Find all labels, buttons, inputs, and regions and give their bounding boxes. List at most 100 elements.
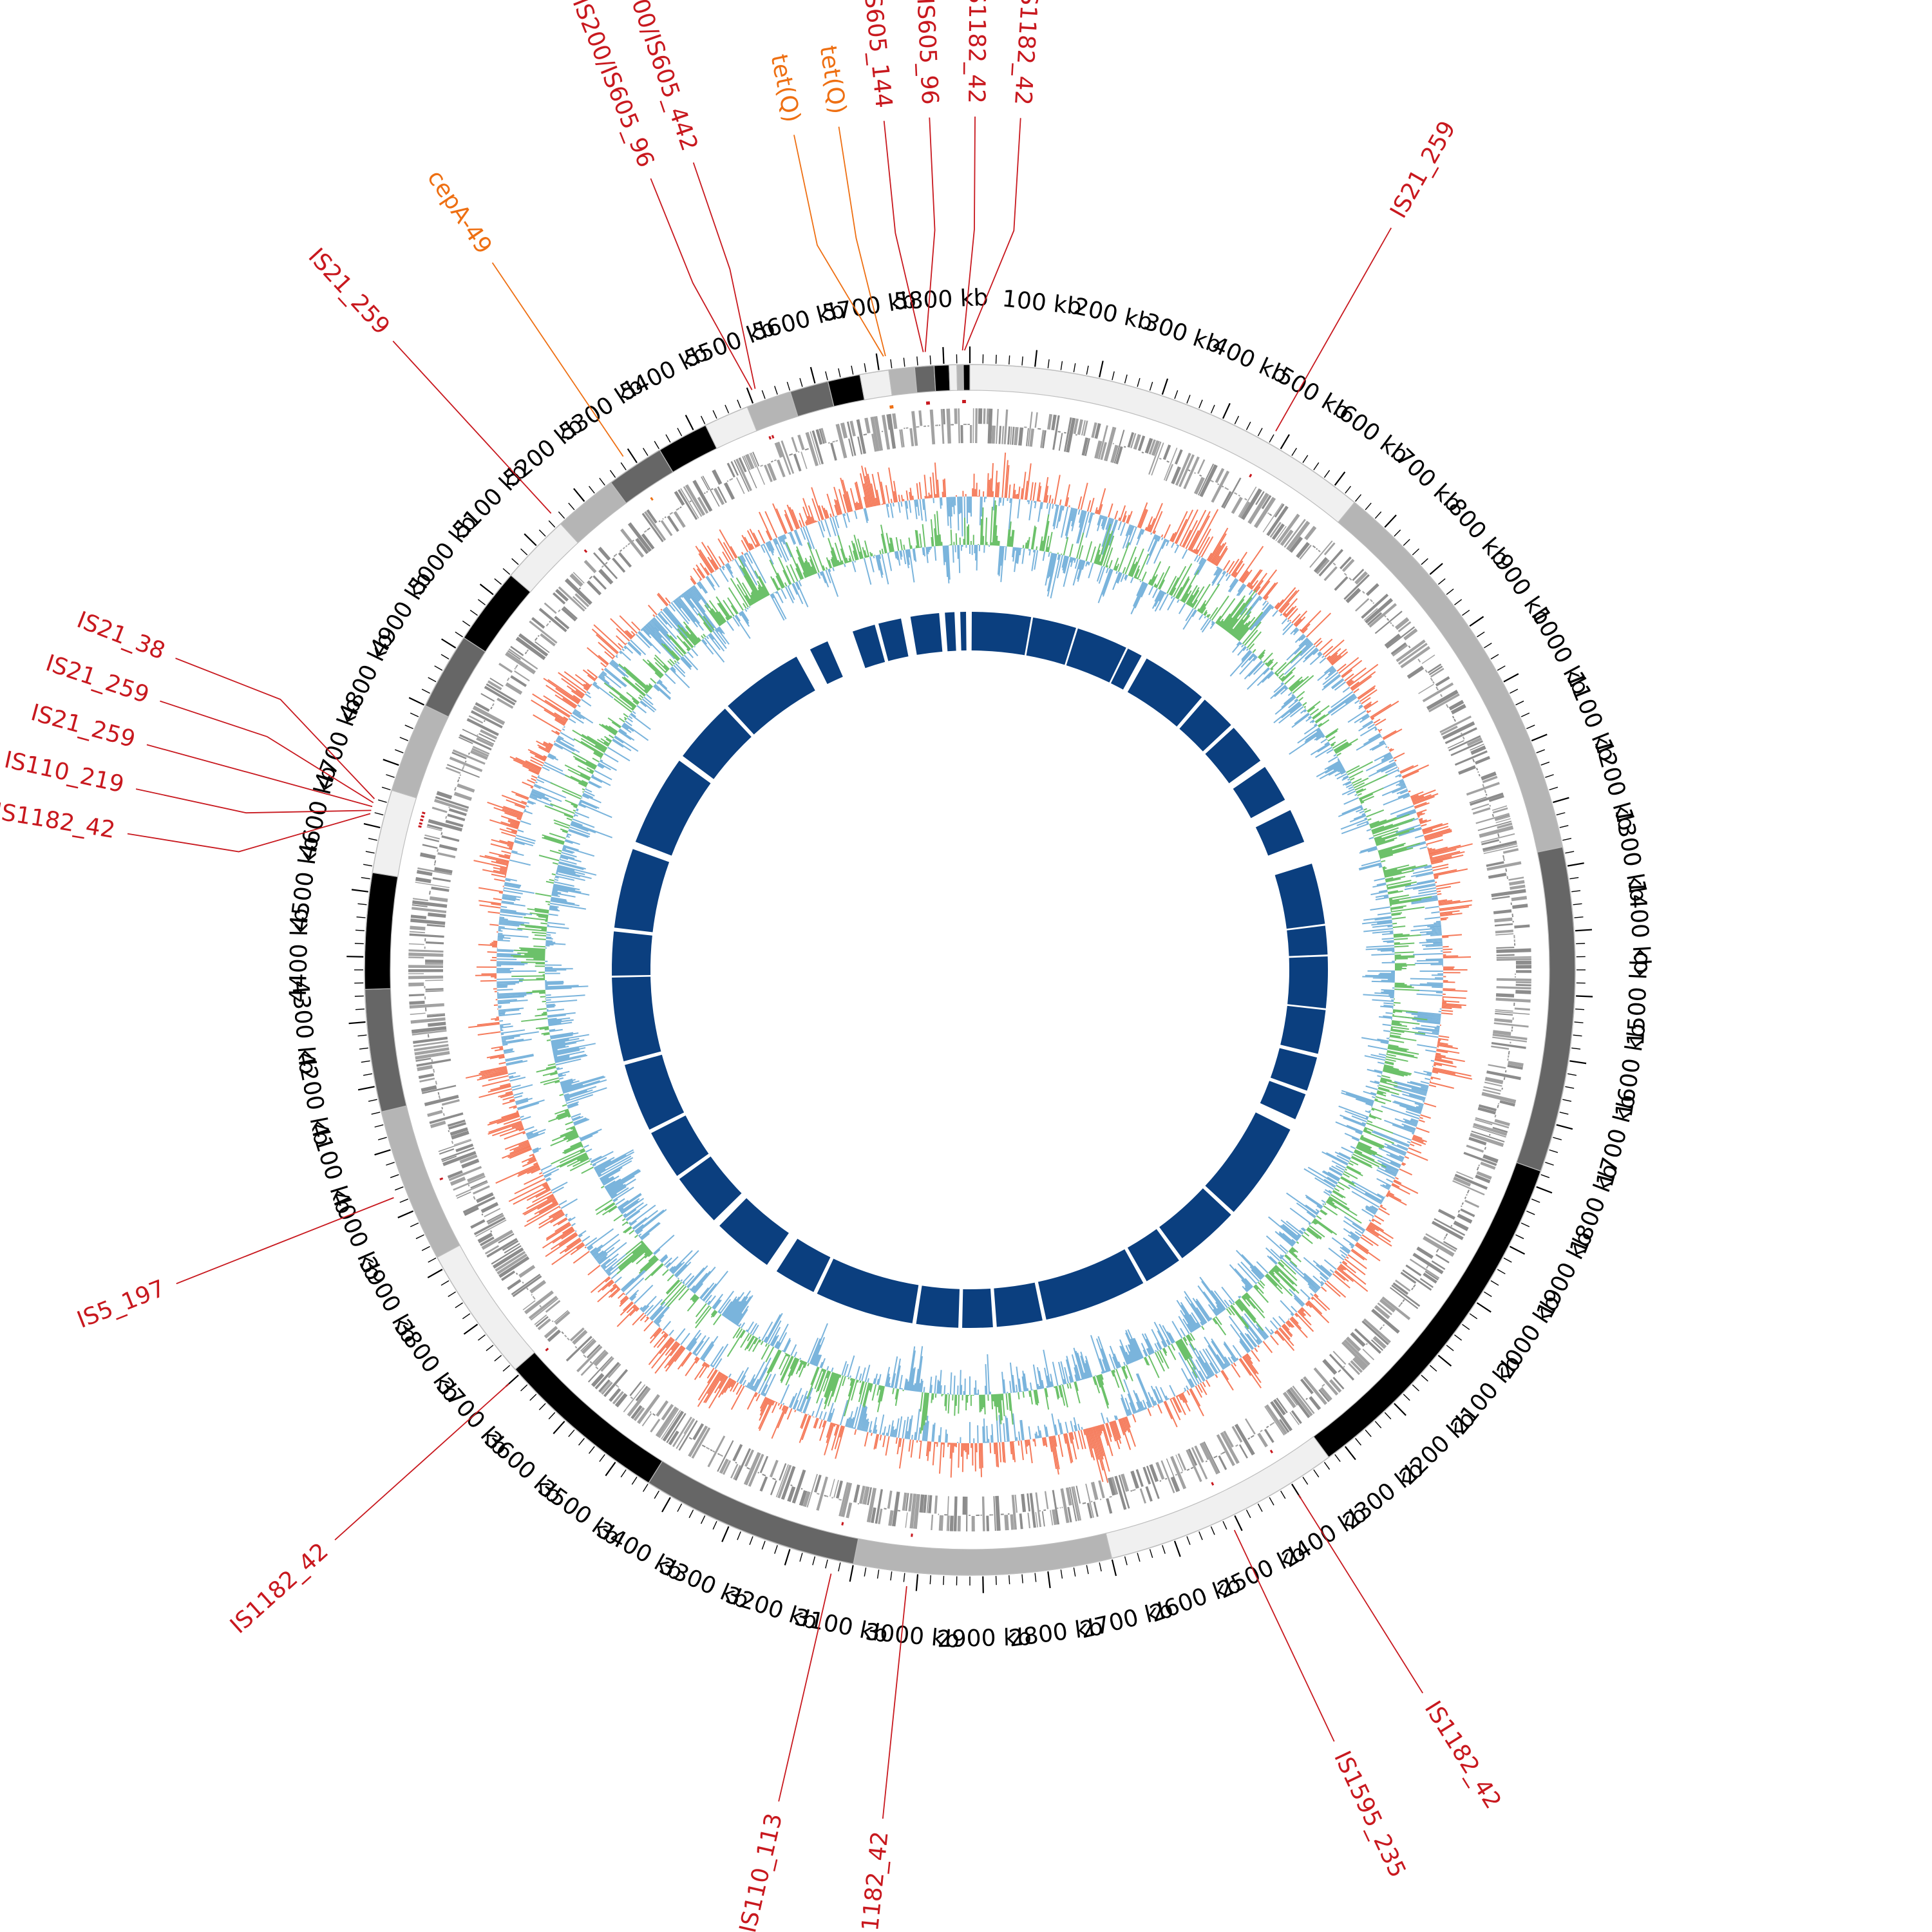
minor-tick — [1269, 434, 1274, 443]
major-tick — [721, 1526, 730, 1542]
annotation-leader — [1275, 227, 1392, 431]
annotation-leader — [778, 1573, 832, 1802]
backbone-band-ring — [364, 364, 1576, 1576]
minor-tick — [371, 1112, 381, 1115]
minor-tick — [712, 410, 717, 419]
major-tick — [627, 448, 638, 464]
minor-tick — [440, 1280, 450, 1286]
synteny-block-10 — [1287, 925, 1328, 956]
backbone-band-1 — [1338, 502, 1564, 853]
backbone-band-24 — [859, 369, 893, 401]
minor-tick — [374, 812, 384, 816]
minor-tick — [386, 774, 395, 778]
minor-tick — [1562, 838, 1572, 841]
minor-tick — [1210, 1526, 1215, 1535]
minor-tick — [1245, 421, 1251, 430]
annotation-leader — [793, 135, 884, 357]
major-tick — [351, 889, 368, 893]
minor-tick — [1086, 1565, 1089, 1575]
minor-tick — [455, 631, 463, 638]
minor-tick — [890, 1571, 893, 1581]
minor-tick — [394, 749, 404, 753]
minor-tick — [864, 363, 867, 373]
gene-blocks-reverse — [408, 408, 1531, 1531]
minor-tick — [1394, 529, 1401, 537]
minor-tick — [588, 486, 595, 494]
minor-tick — [737, 1531, 741, 1540]
backbone-band-18 — [610, 449, 674, 504]
major-tick — [383, 759, 399, 766]
minor-tick — [1462, 609, 1470, 616]
major-tick — [1222, 402, 1231, 419]
minor-tick — [903, 357, 905, 367]
minor-tick — [700, 415, 706, 424]
minor-tick — [357, 903, 367, 905]
annotation-leader — [175, 658, 375, 800]
synteny-block-12 — [1280, 1005, 1326, 1054]
minor-tick — [1526, 1210, 1535, 1215]
annotation-leader — [924, 117, 936, 352]
gc-skew-positive — [511, 500, 1432, 1434]
minor-tick — [1174, 390, 1179, 399]
synteny-block-18 — [1037, 1249, 1144, 1320]
minor-tick — [1374, 1421, 1382, 1428]
minor-tick — [1313, 1469, 1320, 1478]
annotation-marker — [1211, 1482, 1215, 1486]
tick-label-100: 100 kb — [1001, 285, 1083, 320]
synteny-block-ring — [611, 612, 1329, 1328]
minor-tick — [1553, 1137, 1562, 1141]
minor-tick — [1323, 469, 1331, 478]
minor-tick — [654, 1490, 659, 1499]
synteny-block-33 — [728, 656, 815, 735]
minor-tick — [578, 1437, 585, 1446]
annotation-marker — [583, 549, 588, 553]
major-tick — [1437, 1354, 1452, 1367]
annotation-label: IS21_259 — [1385, 117, 1461, 223]
minor-tick — [356, 916, 366, 918]
minor-tick — [374, 1124, 384, 1128]
minor-tick — [654, 440, 659, 450]
minor-tick — [502, 568, 511, 575]
backbone-band-30 — [963, 364, 971, 391]
major-tick — [784, 1549, 791, 1566]
synteny-block-2 — [1066, 628, 1126, 683]
minor-tick — [354, 995, 364, 997]
minor-tick — [568, 502, 575, 511]
minor-tick — [361, 876, 370, 880]
backbone-band-29 — [956, 364, 964, 391]
annotation-label: IS1182_42 — [855, 1830, 894, 1932]
synteny-block-27 — [624, 1054, 685, 1130]
major-tick — [440, 638, 457, 649]
annotation-marker — [911, 1533, 913, 1537]
minor-tick — [1280, 1490, 1286, 1499]
minor-tick — [415, 1234, 424, 1240]
minor-tick — [737, 399, 741, 409]
minor-tick — [368, 1099, 377, 1102]
minor-tick — [477, 1334, 486, 1341]
backbone-band-9 — [381, 1105, 460, 1258]
minor-tick — [1556, 812, 1566, 816]
minor-tick — [354, 943, 364, 945]
minor-tick — [1567, 1073, 1577, 1076]
minor-tick — [502, 1365, 511, 1372]
minor-tick — [786, 381, 791, 391]
minor-tick — [620, 1469, 627, 1478]
minor-tick — [355, 929, 365, 931]
minor-tick — [1565, 851, 1575, 854]
annotation-marker — [771, 435, 775, 439]
minor-tick — [1073, 363, 1076, 373]
annotation-leader — [1298, 1494, 1423, 1694]
minor-tick — [1497, 1269, 1506, 1274]
minor-tick — [1536, 749, 1546, 753]
major-tick — [397, 1210, 414, 1218]
minor-tick — [1437, 578, 1446, 585]
minor-tick — [381, 786, 391, 791]
minor-tick — [903, 1573, 905, 1582]
synteny-block-32 — [683, 708, 752, 779]
minor-tick — [538, 529, 546, 537]
minor-tick — [390, 1174, 399, 1179]
minor-tick — [548, 1412, 556, 1419]
minor-tick — [462, 620, 471, 627]
minor-tick — [1446, 1345, 1454, 1351]
minor-tick — [1374, 511, 1382, 519]
